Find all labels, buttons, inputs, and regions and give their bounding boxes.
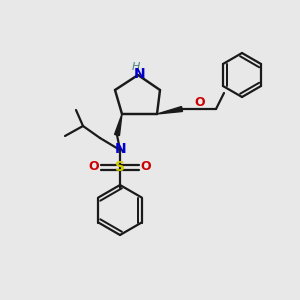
Text: N: N (134, 67, 146, 81)
Text: H: H (132, 62, 140, 72)
Polygon shape (115, 114, 122, 136)
Text: O: O (141, 160, 151, 173)
Text: N: N (115, 142, 127, 156)
Text: O: O (195, 95, 205, 109)
Text: O: O (89, 160, 99, 173)
Text: S: S (115, 160, 125, 174)
Polygon shape (157, 106, 182, 114)
